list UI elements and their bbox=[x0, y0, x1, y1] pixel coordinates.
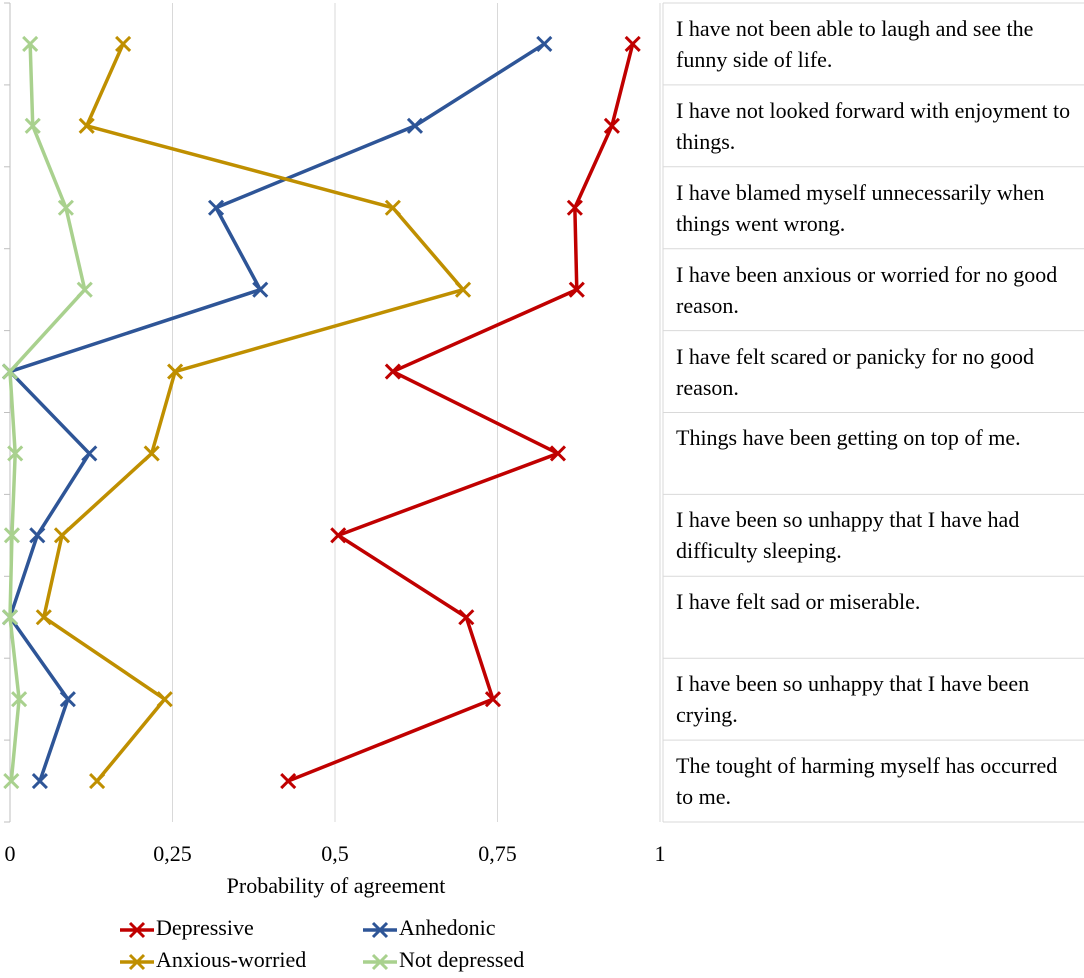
x-tick-label: 0,5 bbox=[321, 841, 349, 866]
legend-marker bbox=[371, 953, 389, 971]
category-label: The tought of harming myself has occurre… bbox=[676, 753, 1058, 810]
category-label: I have felt scared or panicky for no goo… bbox=[676, 343, 1034, 400]
legend-label: Anhedonic bbox=[399, 915, 496, 940]
x-tick-label: 0 bbox=[5, 841, 16, 866]
legend-label: Anxious-worried bbox=[156, 947, 306, 972]
legend-label: Not depressed bbox=[399, 947, 524, 972]
series-line bbox=[42, 43, 465, 783]
point-marker bbox=[143, 445, 160, 462]
point-marker bbox=[24, 117, 41, 134]
point-marker bbox=[384, 199, 401, 216]
series-line bbox=[287, 43, 635, 783]
point-marker bbox=[3, 527, 21, 544]
series-line bbox=[8, 43, 87, 782]
category-label: I have blamed myself unnecessarily when … bbox=[676, 179, 1045, 236]
legend-marker bbox=[371, 921, 389, 939]
point-marker bbox=[384, 363, 401, 380]
point-marker bbox=[156, 691, 173, 708]
point-marker bbox=[330, 527, 347, 544]
point-marker bbox=[7, 445, 24, 462]
point-marker bbox=[406, 117, 424, 134]
point-marker bbox=[280, 772, 297, 790]
legend-marker bbox=[128, 921, 146, 939]
point-marker bbox=[1, 363, 19, 380]
category-label: I have felt sad or miserable. bbox=[676, 589, 921, 615]
point-marker bbox=[35, 609, 52, 626]
point-marker bbox=[11, 691, 28, 708]
category-label: I have not looked forward with enjoyment… bbox=[676, 97, 1071, 154]
point-marker bbox=[536, 35, 553, 53]
point-marker bbox=[566, 199, 583, 216]
point-marker bbox=[31, 772, 48, 790]
x-tick-label: 1 bbox=[655, 841, 666, 866]
point-marker bbox=[454, 281, 472, 298]
legend-marker bbox=[128, 953, 146, 971]
legend-label: Depressive bbox=[156, 915, 254, 940]
category-label: I have been so unhappy that I have had d… bbox=[676, 507, 1020, 564]
point-marker bbox=[624, 35, 641, 53]
category-label: I have been anxious or worried for no go… bbox=[676, 261, 1058, 318]
point-marker bbox=[1, 609, 19, 626]
point-marker bbox=[603, 117, 620, 134]
x-axis-title: Probability of agreement bbox=[227, 873, 446, 898]
point-marker bbox=[78, 117, 95, 134]
point-marker bbox=[59, 691, 76, 708]
point-marker bbox=[89, 772, 106, 790]
point-marker bbox=[57, 199, 74, 216]
point-marker bbox=[484, 691, 502, 708]
x-tick-label: 0,25 bbox=[153, 841, 192, 866]
point-marker bbox=[81, 445, 98, 462]
point-marker bbox=[22, 35, 39, 53]
category-label: I have been so unhappy that I have been … bbox=[676, 671, 1030, 728]
point-marker bbox=[29, 527, 46, 544]
point-marker bbox=[458, 609, 475, 626]
x-tick-label: 0,75 bbox=[478, 841, 517, 866]
series-line bbox=[8, 42, 546, 782]
point-marker bbox=[252, 281, 269, 298]
point-marker bbox=[568, 281, 585, 298]
point-marker bbox=[53, 527, 71, 544]
point-marker bbox=[207, 199, 225, 216]
point-marker bbox=[3, 772, 20, 790]
category-label: Things have been getting on top of me. bbox=[676, 425, 1021, 451]
point-marker bbox=[115, 35, 132, 53]
point-marker bbox=[76, 281, 93, 298]
category-label: I have not been able to laugh and see th… bbox=[676, 15, 1034, 72]
point-marker bbox=[167, 363, 184, 380]
point-marker bbox=[549, 445, 567, 462]
